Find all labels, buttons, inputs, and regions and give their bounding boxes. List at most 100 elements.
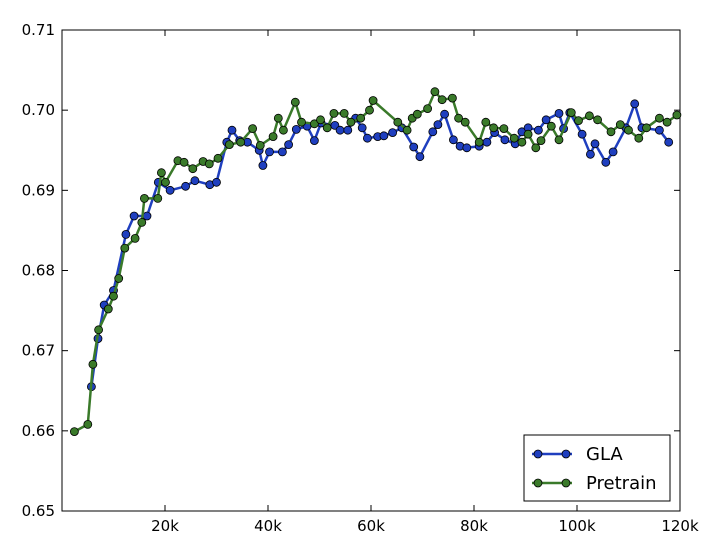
data-point-pretrain [94, 325, 103, 335]
data-point-pretrain [554, 135, 564, 145]
data-point-pretrain [153, 193, 163, 203]
data-point-pretrain [120, 243, 130, 253]
data-point-gla [335, 125, 345, 135]
data-point-pretrain [412, 109, 422, 119]
y-tick-label: 0.69 [22, 181, 55, 199]
data-point-pretrain [615, 120, 625, 129]
data-point-gla [165, 185, 175, 195]
data-point-pretrain [523, 129, 533, 139]
legend-marker-pretrain [561, 478, 571, 488]
data-point-gla [121, 229, 131, 239]
data-point-pretrain [139, 193, 149, 203]
data-point-gla [291, 124, 301, 134]
data-point-pretrain [368, 96, 378, 105]
data-point-pretrain [329, 109, 339, 118]
y-tick-label: 0.66 [22, 422, 55, 440]
data-point-pretrain [278, 125, 288, 135]
data-point-gla [500, 135, 510, 145]
data-point-gla [577, 129, 587, 139]
y-tick-label: 0.67 [22, 342, 55, 360]
data-point-gla [212, 177, 221, 187]
data-point-gla [379, 131, 389, 141]
x-tick-label: 60k [357, 517, 385, 535]
data-point-pretrain [481, 117, 491, 127]
series-layer [70, 87, 682, 437]
data-point-gla [181, 181, 191, 191]
data-point-pretrain [517, 137, 527, 147]
data-point-pretrain [624, 125, 633, 135]
data-point-gla [482, 137, 492, 147]
data-point-gla [428, 127, 438, 137]
data-point-gla [586, 149, 595, 159]
y-tick-label: 0.65 [22, 502, 55, 520]
data-point-pretrain [365, 105, 374, 115]
data-point-pretrain [156, 168, 166, 178]
data-point-pretrain [130, 233, 140, 243]
data-point-pretrain [188, 164, 198, 174]
data-point-pretrain [236, 137, 246, 147]
data-point-pretrain [437, 95, 447, 105]
data-point-gla [590, 139, 600, 149]
data-point-pretrain [316, 115, 325, 125]
data-point-pretrain [339, 109, 349, 118]
data-point-gla [534, 125, 543, 135]
data-point-pretrain [224, 140, 234, 150]
data-point-pretrain [213, 153, 223, 163]
data-point-pretrain [248, 124, 258, 134]
data-point-gla [190, 176, 200, 186]
data-point-pretrain [509, 133, 519, 143]
data-point-pretrain [531, 143, 541, 153]
data-point-gla [227, 125, 237, 135]
data-point-pretrain [255, 140, 265, 150]
data-point-gla [448, 135, 458, 145]
data-point-gla [388, 128, 398, 138]
legend: GLA Pretrain [523, 434, 671, 502]
data-point-pretrain [268, 132, 278, 142]
data-point-pretrain [346, 117, 356, 127]
data-point-gla [265, 147, 274, 157]
data-point-pretrain [536, 136, 546, 146]
data-point-gla [409, 142, 419, 152]
x-tick-label: 120k [661, 517, 699, 535]
data-point-gla [415, 152, 425, 162]
data-point-gla [601, 157, 611, 167]
data-point-pretrain [566, 108, 576, 117]
data-point-gla [362, 133, 372, 143]
data-point-gla [630, 99, 640, 109]
data-point-pretrain [454, 113, 464, 123]
data-point-pretrain [546, 121, 556, 131]
data-point-pretrain [655, 113, 664, 123]
data-point-pretrain [474, 137, 484, 147]
x-tick-label: 20k [151, 517, 179, 535]
data-point-pretrain [430, 87, 440, 97]
data-point-gla [309, 136, 319, 146]
data-point-pretrain [593, 115, 602, 125]
data-point-pretrain [309, 119, 319, 129]
data-point-gla [343, 125, 353, 135]
legend-marker-gla [561, 449, 571, 459]
legend-label-pretrain: Pretrain [586, 473, 657, 494]
series-pretrain [70, 87, 682, 437]
data-point-pretrain [290, 97, 300, 107]
data-point-pretrain [447, 93, 457, 103]
y-tick-label: 0.70 [22, 101, 55, 119]
data-point-pretrain [114, 274, 124, 283]
data-point-gla [462, 143, 472, 153]
legend-marker-gla [533, 449, 543, 459]
data-point-pretrain [70, 427, 79, 437]
x-tick-label: 80k [460, 517, 488, 535]
legend-marker-pretrain [533, 478, 543, 488]
y-tick-label: 0.68 [22, 262, 55, 280]
data-point-pretrain [161, 177, 170, 187]
x-axis-ticks: 20k 40k 60k 80k 100k 120k [151, 30, 699, 535]
series-gla [87, 99, 674, 392]
data-point-pretrain [662, 117, 672, 127]
x-tick-label: 40k [254, 517, 282, 535]
data-point-pretrain [634, 133, 644, 143]
data-point-pretrain [322, 123, 332, 133]
data-point-pretrain [393, 117, 403, 127]
data-point-gla [440, 109, 450, 119]
data-point-gla [554, 109, 564, 118]
data-point-gla [284, 140, 294, 150]
